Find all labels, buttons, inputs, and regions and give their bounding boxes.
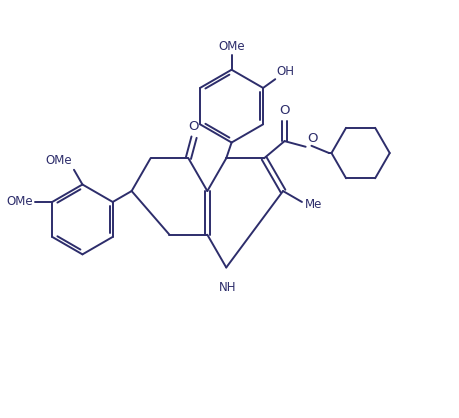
Text: OMe: OMe xyxy=(6,196,33,209)
Text: Me: Me xyxy=(304,198,321,211)
Text: O: O xyxy=(307,132,317,145)
Text: OMe: OMe xyxy=(218,40,244,53)
Text: OMe: OMe xyxy=(45,154,72,167)
Text: O: O xyxy=(279,104,289,117)
Text: NH: NH xyxy=(218,281,235,294)
Text: O: O xyxy=(187,120,198,133)
Text: OH: OH xyxy=(276,65,294,78)
